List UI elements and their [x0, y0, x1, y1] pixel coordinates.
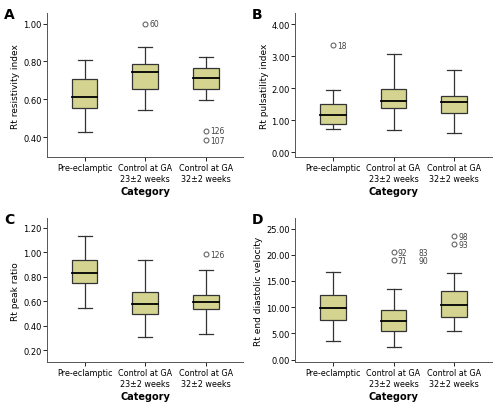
- Text: 92: 92: [398, 248, 407, 257]
- Text: 126: 126: [210, 127, 224, 136]
- Text: 93: 93: [458, 240, 468, 249]
- Bar: [132, 65, 158, 90]
- X-axis label: Category: Category: [368, 186, 418, 196]
- Text: C: C: [4, 213, 14, 227]
- Bar: [193, 69, 218, 90]
- Text: B: B: [252, 8, 263, 22]
- Bar: [132, 292, 158, 314]
- Text: 98: 98: [458, 232, 468, 241]
- Y-axis label: Rt resistivity index: Rt resistivity index: [11, 44, 20, 128]
- X-axis label: Category: Category: [368, 391, 418, 401]
- Text: 60: 60: [150, 20, 159, 29]
- Bar: [381, 90, 406, 109]
- Bar: [320, 295, 345, 321]
- Bar: [442, 97, 467, 114]
- Bar: [72, 260, 98, 284]
- Bar: [442, 292, 467, 317]
- Bar: [381, 310, 406, 331]
- Bar: [193, 296, 218, 309]
- Y-axis label: Rt peak ratio: Rt peak ratio: [11, 261, 20, 320]
- Text: A: A: [4, 8, 14, 22]
- Text: D: D: [252, 213, 264, 227]
- Y-axis label: Rt pulsatility index: Rt pulsatility index: [260, 43, 268, 128]
- X-axis label: Category: Category: [120, 391, 170, 401]
- Text: 126: 126: [210, 250, 224, 259]
- Text: 107: 107: [210, 136, 224, 145]
- Bar: [320, 104, 345, 124]
- X-axis label: Category: Category: [120, 186, 170, 196]
- Bar: [72, 80, 98, 109]
- Y-axis label: Rt end diastolic velocity: Rt end diastolic velocity: [254, 236, 264, 345]
- Text: 71: 71: [398, 256, 407, 265]
- Text: 18: 18: [337, 41, 346, 50]
- Text: 83: 83: [418, 248, 428, 257]
- Text: 90: 90: [418, 256, 428, 265]
